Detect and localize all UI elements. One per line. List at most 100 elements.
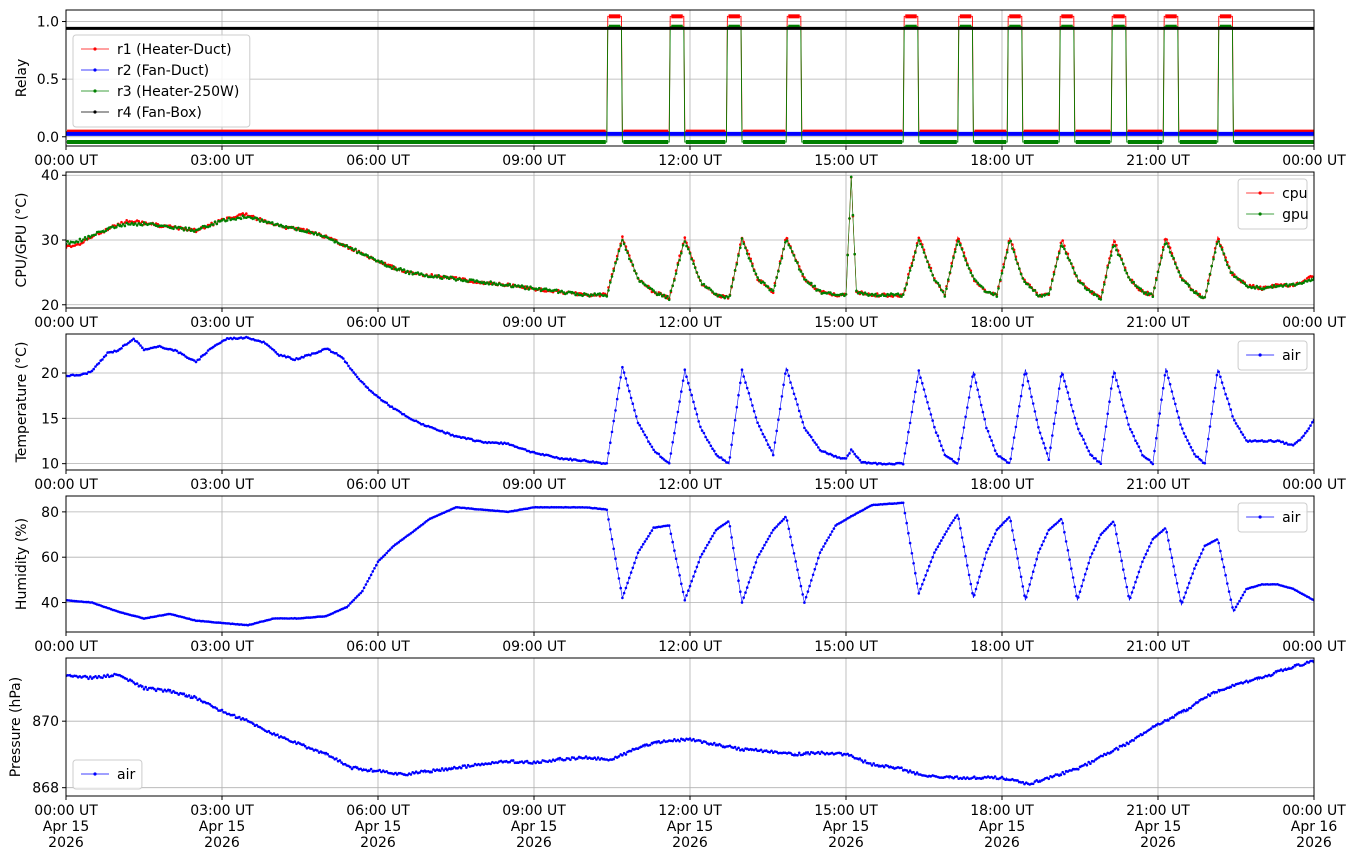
data-point — [1144, 291, 1148, 294]
data-point — [843, 294, 846, 298]
x-tick-label: 09:00 UT — [502, 639, 566, 655]
data-point — [628, 389, 631, 393]
data-point — [849, 448, 853, 451]
data-point — [680, 390, 683, 393]
data-point — [407, 272, 411, 276]
data-point — [721, 295, 725, 299]
data-point — [947, 527, 950, 530]
data-point — [1051, 525, 1054, 529]
data-point — [650, 445, 654, 449]
data-point — [947, 278, 950, 281]
data-point — [1149, 727, 1153, 730]
data-point — [1037, 426, 1040, 429]
data-point — [912, 562, 915, 565]
data-point — [1092, 760, 1096, 763]
legend-swatch-marker — [93, 110, 97, 114]
data-point — [1149, 461, 1153, 464]
data-point — [759, 550, 763, 553]
data-point — [728, 456, 732, 459]
data-point — [1019, 575, 1023, 579]
data-point — [1090, 290, 1094, 293]
data-point — [1002, 521, 1005, 524]
data-point — [775, 429, 778, 433]
data-point — [1049, 446, 1052, 450]
data-point — [685, 375, 688, 379]
data-point — [1220, 248, 1224, 251]
data-point — [799, 584, 803, 588]
data-point — [796, 403, 799, 406]
data-point — [593, 292, 596, 295]
data-point — [903, 287, 907, 290]
x-tick-label: 18:00 UT — [970, 153, 1034, 169]
y-tick-label: 30 — [41, 233, 59, 249]
data-point — [742, 596, 745, 599]
data-point — [971, 591, 974, 595]
x-tick-label: 03:00 UT — [190, 477, 254, 493]
data-point — [1304, 431, 1307, 435]
data-point — [90, 369, 94, 373]
data-point — [1179, 599, 1182, 602]
data-point — [693, 266, 697, 270]
data-point — [633, 409, 636, 412]
data-point — [130, 679, 134, 683]
data-point — [900, 766, 903, 769]
data-point — [125, 677, 128, 681]
data-point — [817, 556, 820, 560]
data-point — [992, 536, 995, 539]
data-point — [175, 349, 179, 353]
data-point — [1298, 438, 1302, 442]
data-point — [739, 590, 742, 593]
data-point — [777, 523, 780, 526]
data-point — [1203, 461, 1207, 465]
data-point — [144, 347, 147, 351]
data-point — [915, 771, 919, 774]
data-point — [326, 236, 330, 239]
x-tick-label: 15:00 UT — [814, 315, 878, 331]
data-point — [818, 551, 822, 554]
data-point — [1011, 243, 1014, 246]
data-point — [102, 355, 106, 359]
data-point — [1092, 548, 1096, 552]
data-point — [1272, 671, 1276, 675]
data-point — [662, 293, 666, 297]
data-point — [409, 773, 413, 776]
data-point — [1007, 461, 1011, 465]
data-point — [832, 527, 836, 530]
data-point — [785, 237, 789, 240]
data-point — [1035, 293, 1038, 297]
data-point — [959, 526, 962, 530]
data-point — [943, 533, 947, 536]
data-point — [796, 568, 799, 572]
data-point — [274, 350, 278, 354]
data-point — [607, 289, 610, 292]
data-point — [1115, 532, 1118, 536]
data-point — [858, 458, 862, 462]
data-point — [1207, 282, 1210, 285]
data-point — [728, 294, 732, 297]
data-point — [1174, 713, 1177, 717]
data-point — [771, 291, 775, 295]
legend-swatch-marker — [93, 47, 97, 51]
data-point — [1042, 441, 1045, 445]
data-point — [191, 696, 194, 700]
data-point — [369, 767, 373, 771]
data-point — [132, 681, 135, 684]
data-point — [995, 452, 999, 456]
data-point — [1004, 519, 1007, 523]
data-point — [1094, 544, 1097, 548]
data-point — [796, 754, 799, 757]
data-point — [66, 240, 69, 243]
data-point — [1089, 762, 1092, 765]
data-point — [629, 571, 633, 574]
data-point — [331, 238, 335, 242]
data-point — [458, 277, 461, 281]
data-point — [1099, 462, 1103, 466]
data-point — [1113, 524, 1116, 527]
data-point — [1077, 279, 1080, 283]
data-point — [572, 291, 576, 295]
data-point — [381, 261, 385, 265]
data-point — [1049, 288, 1052, 291]
data-point — [749, 576, 752, 579]
